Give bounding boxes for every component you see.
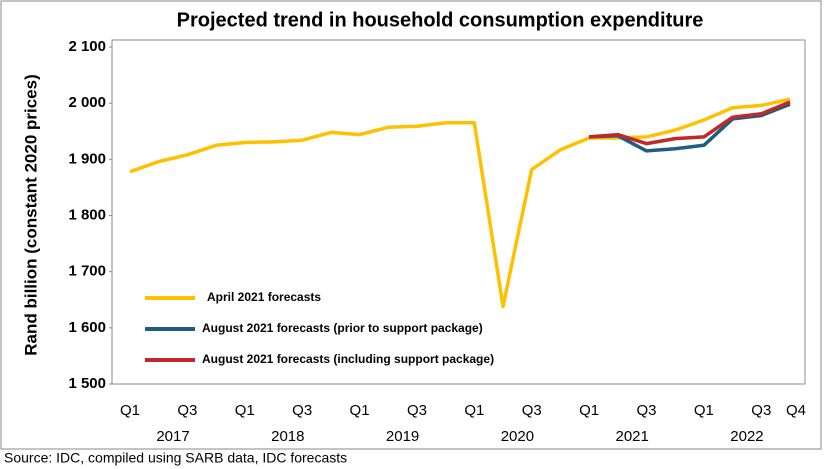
x-tick-label: Q4	[786, 402, 806, 419]
x-tick-label: Q3	[637, 402, 657, 419]
x-tick-label: Q3	[177, 402, 197, 419]
series-line	[129, 97, 791, 309]
x-tick-label: Q1	[579, 402, 599, 419]
y-tick-label: 1 900	[68, 150, 106, 167]
y-tick-label: 1 800	[68, 206, 106, 223]
y-axis-label: Rand billion (constant 2020 prices)	[21, 74, 40, 356]
source: Source: IDC, compiled using SARB data, I…	[4, 450, 347, 466]
x-group-label: 2020	[501, 428, 534, 445]
x-tick-label: Q3	[751, 402, 771, 419]
chart-title: Projected trend in household consumption…	[177, 9, 704, 31]
y-tick-label: 1 600	[68, 319, 106, 336]
x-group-label: 2018	[271, 428, 304, 445]
x-tick-label: Q1	[694, 402, 714, 419]
legend-label: August 2021 forecasts (including support…	[202, 352, 494, 366]
x-tick-label: Q1	[350, 402, 370, 419]
x-tick-label: Q3	[292, 402, 312, 419]
x-tick-label: Q3	[407, 402, 427, 419]
legend-label: April 2021 forecasts	[207, 290, 321, 304]
x-tick-label: Q1	[235, 402, 255, 419]
legend-label: August 2021 forecasts (prior to support …	[202, 321, 483, 335]
plot-area	[111, 39, 806, 385]
x-tick-label: Q1	[464, 402, 484, 419]
x-tick-label: Q1	[120, 402, 140, 419]
chart-frame	[0, 0, 822, 450]
series-line	[588, 100, 791, 146]
y-tick-label: 2 100	[68, 38, 106, 55]
y-tick-label: 1 700	[68, 263, 106, 280]
x-group-label: 2017	[156, 428, 189, 445]
y-tick-label: 2 000	[68, 94, 106, 111]
x-group-label: 2019	[386, 428, 419, 445]
x-tick-label: Q3	[522, 402, 542, 419]
x-group-label: 2022	[730, 428, 763, 445]
y-tick-label: 1 500	[68, 375, 106, 392]
x-group-label: 2021	[615, 428, 648, 445]
